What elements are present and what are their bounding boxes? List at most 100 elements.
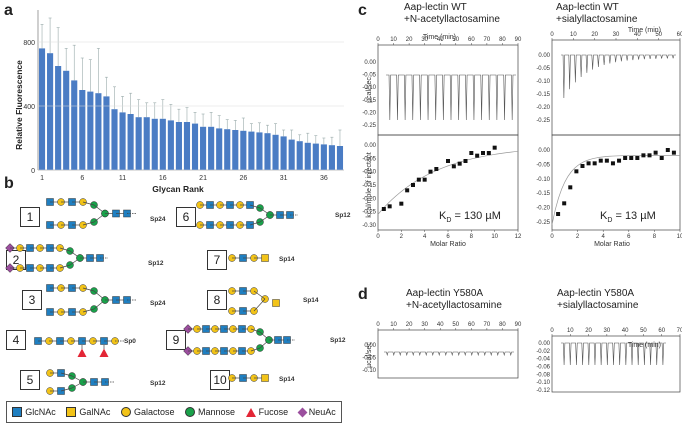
linkage [82,308,95,313]
tick-label: 0.00 [364,143,376,149]
spacer-7: Sp14 [279,256,295,263]
tick-label: 4 [602,234,606,240]
tick-label: 30 [421,37,428,43]
legend-glcnac: GlcNAc [12,407,56,417]
glycan-number-4: 4 [6,330,26,350]
spacer-1: Sp24 [150,216,166,223]
bar [111,109,118,170]
data-point [387,204,392,209]
data-point [671,150,676,155]
molar-ratio-label-wt-sia: Molar Ratio [594,241,630,248]
tick-label: -0.25 [536,118,550,124]
linkage [250,328,261,333]
tick-label: 2 [400,234,404,240]
tick-label: -0.20 [536,105,550,111]
bar [240,130,247,170]
tick-label: 60 [468,37,475,43]
bar [280,136,287,170]
tick-label: 12 [515,234,522,240]
glycan-number-9: 9 [166,330,186,350]
bar [336,146,344,170]
glycan-structures: Sp24 Sp12 Sp24 Sp0 Sp12 Sp12 Sp14 Sp14 S… [5,198,351,395]
plot-frame [377,44,519,136]
y580-lac-title: Aap-lectin Y580A +N-acetyllactosamine [406,288,502,311]
tick-label: 40 [437,37,444,43]
tick-label: 30 [613,32,620,38]
glycan-number-5: 5 [20,370,40,390]
tick-label: 0.00 [538,341,550,347]
tick-label: 50 [655,32,662,38]
bars-group [37,10,344,171]
tick-label: -0.10 [362,170,376,176]
linkage [59,264,71,269]
data-point [623,156,628,160]
bar [200,126,207,170]
legend-neuac: NeuAc [297,407,336,417]
bar [135,117,142,170]
tick-label: 80 [499,322,506,328]
data-point [381,207,386,211]
linkage [82,287,95,292]
tick-label: 6 [446,234,450,240]
bar [191,123,199,170]
x-tick-label: 31 [280,175,288,182]
bar [248,131,255,170]
tick-label: 10 [567,328,574,334]
data-point [475,153,480,158]
bar [208,126,215,170]
data-point [592,161,597,166]
tick-label: 0.00 [364,60,376,66]
bar [38,48,46,170]
spacer-5: Sp12 [150,380,166,387]
tick-label: -0.10 [362,368,376,374]
tick-label: 0 [376,37,380,43]
tick-label: -0.15 [536,92,550,98]
data-point [486,151,491,155]
bar [175,122,182,170]
tick-label: -0.20 [362,196,376,202]
tick-label: 10 [390,37,397,43]
bar [127,114,134,170]
legend-fucose: Fucose [245,407,288,417]
spacer-9: Sp12 [330,337,346,344]
raw-thermogram [561,54,676,99]
tick-label: 0 [376,234,380,240]
bar [103,96,110,170]
tick-label: -0.25 [536,220,550,226]
spacer-6: Sp12 [335,212,351,219]
tick-label: 10 [570,32,577,38]
diamond-icon [297,407,308,417]
tick-label: 0 [550,234,554,240]
tick-label: -0.08 [536,372,550,378]
legend-mannose: Mannose [185,407,235,417]
bar [272,134,279,170]
plot-frame [377,329,519,379]
bar [328,145,335,170]
tick-label: 20 [585,328,592,334]
time-label-y580-sia: Time (min) [628,342,661,349]
data-point [405,188,410,193]
tick-label: 70 [677,328,682,334]
galnac-square [261,254,269,262]
data-point [556,212,561,216]
data-point [610,161,615,166]
x-tick-label: 11 [119,175,126,182]
data-point [653,150,658,155]
tick-label: 40 [622,328,629,334]
tick-label: -0.25 [362,123,376,129]
x-tick-label: 1 [40,175,44,182]
time-label-wt-sia: Time (min) [628,27,661,34]
plot-frame [551,335,681,393]
data-point [598,158,603,163]
square-icon [66,407,77,417]
tick-label: -0.02 [536,349,550,355]
bar [55,66,62,170]
spacer-2: Sp12 [148,260,164,267]
x-tick-label: 6 [80,175,84,182]
wt-sia-title: Aap-lectin WT +sialyllactosamine [556,2,638,25]
panel-d-label: d [358,286,368,303]
data-point [457,161,462,166]
x-tick-label: 26 [239,175,247,182]
kd-wt-lac: KD = 130 µM [439,210,501,225]
tick-label: -0.05 [362,73,376,79]
